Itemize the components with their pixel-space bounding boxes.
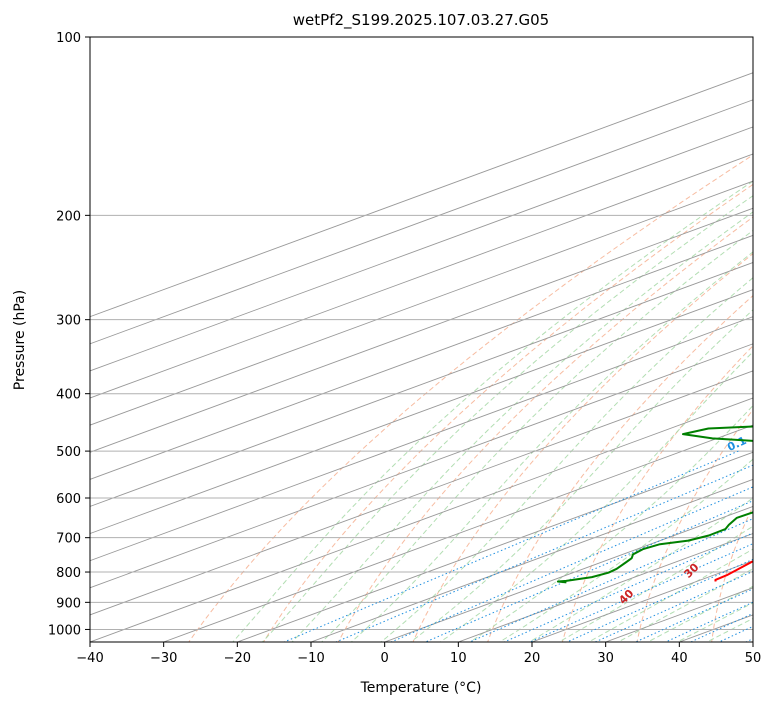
moist-adiabat-label: 20 [755, 531, 775, 551]
x-tick-label: 10 [450, 651, 467, 666]
mixing-ratio-line [664, 601, 753, 642]
y-tick-label: 500 [56, 445, 81, 460]
x-tick-label: −10 [297, 651, 324, 666]
x-tick-label: 20 [524, 651, 541, 666]
moist-adiabat [232, 180, 753, 642]
isotherm-line [237, 451, 753, 642]
mixing-ratio-line [744, 638, 753, 642]
moist-adiabat [380, 277, 753, 642]
y-tick-label: 200 [56, 209, 81, 224]
chart-title: wetPf2_S199.2025.107.03.27.G05 [293, 11, 549, 30]
y-tick-label: 900 [56, 596, 81, 611]
background-lines [90, 37, 775, 644]
x-tick-label: 30 [597, 651, 614, 666]
x-tick-label: 50 [745, 651, 762, 666]
moist-adiabat [528, 497, 753, 642]
moist-adiabat-label: 40 [616, 587, 636, 607]
y-tick-label: 300 [56, 314, 81, 329]
axis-ticks: −40 −30 −20 −10 0 10 20 30 40 50 100 200 300 400 500 60… [48, 31, 761, 666]
isotherm-line [531, 560, 753, 642]
isotherm-line [310, 478, 753, 642]
mixing-ratio-line [389, 486, 753, 642]
y-tick-label: 700 [56, 532, 81, 547]
isotherm-line [752, 641, 753, 642]
mixing-ratio-line [334, 464, 753, 642]
moist-adiabat [469, 404, 753, 642]
isotherm-line [90, 99, 753, 345]
isotherm-line [90, 343, 753, 589]
x-tick-label: 0 [381, 651, 389, 666]
x-tick-label: −20 [224, 651, 251, 666]
y-tick-label: 100 [56, 31, 81, 46]
isotherm-line [458, 533, 753, 642]
isotherm-line [90, 370, 753, 616]
mixing-ratio-line [424, 500, 753, 642]
isotherm-line [90, 180, 753, 426]
y-tick-label: 1000 [48, 623, 81, 638]
isotherm-line [163, 424, 753, 642]
x-tick-label: 40 [671, 651, 688, 666]
dry-adiabat [711, 505, 753, 642]
sounding-profiles [556, 425, 753, 584]
isotherm-line [90, 397, 753, 642]
temperature-profile [714, 560, 753, 582]
dry-adiabat [487, 294, 753, 642]
y-tick-label: 400 [56, 388, 81, 403]
x-tick-label: −40 [76, 651, 103, 666]
isotherm-line [90, 72, 753, 318]
moist-adiabat-label: 30 [681, 561, 701, 581]
moist-adiabat [261, 195, 753, 642]
moist-adiabat [291, 211, 753, 642]
x-tick-label: −30 [150, 651, 177, 666]
mixing-ratio-line [689, 612, 753, 642]
isotherm-line [90, 126, 753, 372]
isotherm-line [90, 261, 753, 507]
dry-adiabat [262, 183, 753, 642]
isotherm-line [90, 153, 753, 399]
isotherm-line [90, 289, 753, 535]
dewpoint-profile [556, 425, 753, 584]
mixing-ratio-line [528, 543, 753, 642]
moist-adiabat [320, 229, 753, 642]
y-tick-label: 600 [56, 492, 81, 507]
isotherm-line [90, 234, 753, 480]
moist-adiabat [350, 251, 753, 642]
isotherm-line [679, 614, 753, 642]
x-axis-label: Temperature (°C) [360, 680, 482, 696]
mixing-ratio-line [594, 570, 753, 642]
moist-adiabat [558, 525, 753, 642]
plot-frame [89, 36, 754, 643]
moist-adiabat [439, 351, 753, 642]
mixing-ratio-line [565, 558, 753, 642]
isotherm-line [90, 207, 753, 453]
moist-adiabat [705, 617, 753, 642]
y-axis-label: Pressure (hPa) [12, 290, 28, 390]
isotherm-line [90, 316, 753, 562]
y-tick-label: 800 [56, 566, 81, 581]
mixing-ratio-line [768, 451, 775, 644]
